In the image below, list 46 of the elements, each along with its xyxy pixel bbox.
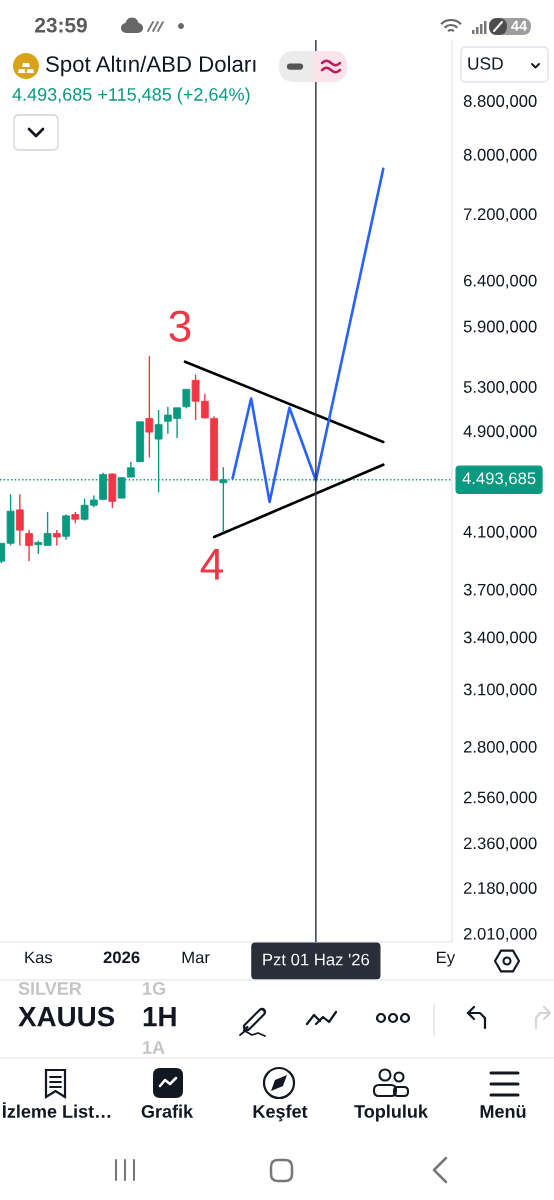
y-tick-label: 3.700,000 — [463, 583, 537, 598]
x-tick-label: 2026 — [103, 951, 140, 964]
y-tick-label: 5.300,000 — [463, 381, 537, 395]
candlestick — [15, 493, 24, 547]
line-series — [231, 167, 385, 504]
y-tick-label: 4.100,000 — [463, 525, 537, 540]
candlestick — [25, 529, 33, 562]
x-tick-label: Kas — [25, 951, 53, 964]
text: 23:59 — [35, 17, 87, 33]
y-tick-label: 8.800,000 — [463, 95, 537, 109]
text: Topluluk — [354, 1104, 428, 1122]
y-tick-label: 3.100,000 — [463, 683, 537, 698]
y-tick-label: 4.900,000 — [463, 425, 537, 440]
y-tick-label: 5.900,000 — [463, 320, 537, 335]
candlestick — [182, 388, 191, 410]
x-tick-label: Ey — [437, 951, 456, 967]
y-tick-label: 3.400,000 — [463, 631, 537, 646]
y-tick-label: 2.010,000 — [463, 927, 537, 942]
candlestick — [145, 355, 154, 459]
text: Grafik — [141, 1104, 194, 1118]
text: Spot Altın/ABD Doları — [46, 55, 256, 77]
candlestick — [52, 529, 61, 547]
y-tick-label: 8.000,000 — [463, 148, 537, 163]
y-tick-label: 2.360,000 — [463, 837, 537, 852]
candlestick — [62, 513, 70, 541]
x-tick-label: Mar — [182, 951, 210, 964]
text: 1H — [143, 1007, 176, 1027]
text: USD — [468, 57, 503, 70]
y-tick-label: 2.800,000 — [463, 740, 537, 755]
annotation: 3 — [169, 310, 191, 342]
y-tick-label: 7.200,000 — [463, 208, 537, 223]
text: 44 — [511, 20, 528, 31]
text: İzleme List… — [3, 1102, 111, 1118]
text: Keşfet — [253, 1104, 308, 1122]
ref-line-label: Pzt 01 Haz '26 — [263, 953, 370, 966]
text: SILVER — [18, 982, 82, 995]
y-tick-label: 2.560,000 — [463, 791, 537, 806]
text: XAUUS — [18, 1006, 115, 1027]
y-tick-label: 6.400,000 — [463, 274, 537, 289]
text: 1A — [143, 1041, 165, 1054]
annotation: 4 — [200, 548, 224, 580]
text: 1G — [143, 982, 165, 995]
text: 4.493,685 +115,485 (+2,64%) — [12, 87, 250, 105]
ref-line-label: 4.493,685 — [462, 472, 536, 487]
text: Menü — [480, 1105, 526, 1118]
y-tick-label: 2.180,000 — [463, 882, 537, 896]
